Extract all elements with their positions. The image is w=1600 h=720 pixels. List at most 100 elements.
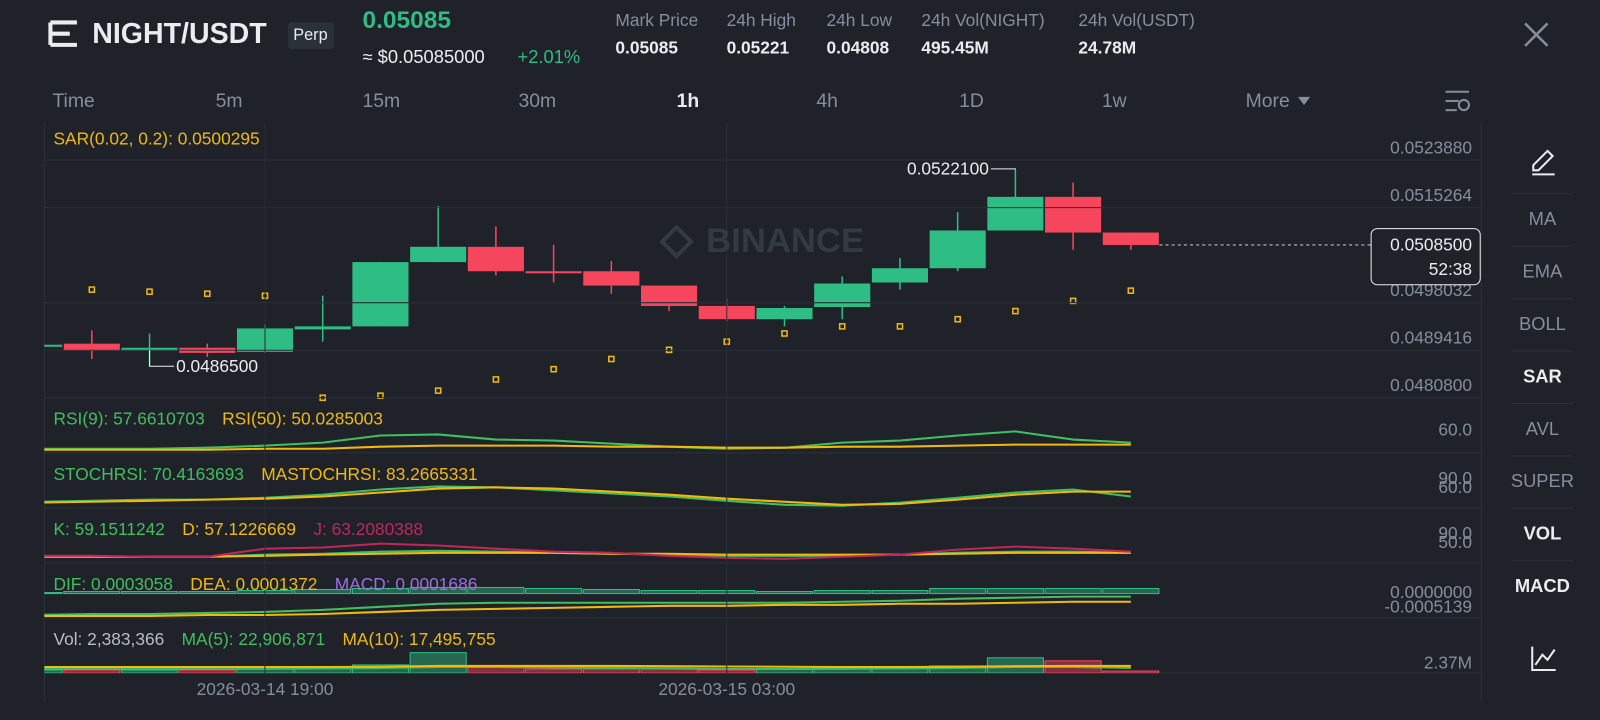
histogram-bar <box>871 590 929 595</box>
indicator-button[interactable]: SAR <box>1523 365 1562 386</box>
histogram-bar <box>640 590 698 595</box>
usd-price: ≈ $0.05085000 <box>362 46 484 67</box>
legend-entry: J: 63.2080388 <box>313 519 423 539</box>
draw-icon[interactable] <box>1532 149 1555 176</box>
indicator-button[interactable]: AVL <box>1526 418 1559 439</box>
high-label: 0.0522100 <box>907 159 989 179</box>
y-tick-label: 0.0000000 <box>1390 582 1472 602</box>
histogram-bar <box>582 668 640 674</box>
indicator-line <box>44 542 1131 560</box>
indicator-panel <box>44 430 1131 451</box>
last-price-label: 0.0508500 <box>1390 235 1472 255</box>
timeframe[interactable]: 15m <box>362 90 400 112</box>
indicator-button[interactable]: BOLL <box>1519 313 1566 334</box>
histogram-bar <box>409 586 467 595</box>
y-tick-label: -0.0005139 <box>1384 596 1472 616</box>
candle-body <box>1045 196 1102 233</box>
timeframes: Time 5m 15m 30m 1h 4h 1D 1w More <box>52 90 1311 112</box>
histogram-bar <box>467 586 525 595</box>
timeframe[interactable]: 30m <box>519 90 557 112</box>
x-tick-label: 2026-03-15 03:00 <box>658 679 795 699</box>
close-icon[interactable] <box>1524 22 1549 47</box>
sar-dot <box>1127 287 1135 294</box>
histogram-bar <box>120 669 179 674</box>
legend-entry: SAR(0.02, 0.2): 0.0500295 <box>53 128 259 148</box>
histogram-bar <box>582 588 640 595</box>
legend-entry: Vol: 2,383,366 <box>53 629 164 649</box>
indicator-line <box>44 595 1131 616</box>
sar-dot <box>838 323 846 330</box>
low-label: 0.0486500 <box>176 356 258 376</box>
candle-body <box>756 307 813 320</box>
sar-dot <box>608 355 615 363</box>
legend-entry: RSI(50): 50.0285003 <box>222 409 383 429</box>
stat-value: 0.05085 <box>615 38 678 58</box>
candle-body <box>44 344 63 347</box>
y-tick-label: 90.0 <box>1438 523 1472 543</box>
timeframe[interactable]: 4h <box>816 90 838 112</box>
stat-label: Mark Price <box>615 10 698 30</box>
settings-icon[interactable] <box>1445 90 1471 112</box>
candle-body <box>871 268 928 283</box>
histogram-bar <box>44 592 63 595</box>
stat-value: 0.04808 <box>827 38 890 58</box>
badge-bg <box>288 22 334 49</box>
indicator-panel <box>44 586 1160 618</box>
stat-label: 24h Vol(NIGHT) <box>921 10 1044 30</box>
timeframe[interactable]: Time <box>52 90 94 112</box>
menu-icon[interactable] <box>48 20 77 47</box>
timeframe[interactable]: More <box>1246 90 1290 112</box>
timeframe[interactable]: 1h <box>677 90 700 112</box>
legend-entry: MASTOCHRSI: 83.2665331 <box>261 464 477 484</box>
indicator-line <box>44 664 1131 668</box>
stat-label: 24h Low <box>827 10 893 30</box>
timeframe[interactable]: 1w <box>1102 90 1128 112</box>
last-price: 0.05085 <box>362 7 450 34</box>
y-tick-label: 60.0 <box>1438 477 1472 497</box>
high-pointer <box>990 168 1016 170</box>
candle-body <box>63 343 120 351</box>
legend-entry: MA(5): 22,906,871 <box>182 629 326 649</box>
histogram-bar <box>178 591 236 595</box>
indicator-panel <box>44 542 1131 560</box>
indicator-button[interactable]: MACD <box>1515 575 1570 596</box>
chart-type-icon[interactable] <box>1531 646 1556 672</box>
last-price-box <box>1370 228 1481 286</box>
histogram-bar <box>63 669 121 674</box>
legend-entry: DIF: 0.0003058 <box>53 574 172 594</box>
sar-dot <box>550 365 557 373</box>
sar-dot <box>88 286 96 293</box>
indicator-button[interactable]: EMA <box>1523 261 1564 282</box>
watermark-logo <box>659 224 694 260</box>
y-tick-label: 50.0 <box>1438 532 1472 552</box>
symbol[interactable]: NIGHT/USDT <box>92 18 267 50</box>
indicator-button[interactable]: SUPER <box>1511 470 1574 491</box>
candle-body <box>294 326 351 330</box>
histogram-bar <box>351 587 409 595</box>
indicator-button[interactable]: VOL <box>1524 523 1562 544</box>
histogram-bar <box>1102 670 1160 674</box>
indicator-line <box>44 600 1131 618</box>
sar-dot <box>781 330 788 337</box>
histogram-bar <box>178 669 236 674</box>
badge: Perp <box>293 26 327 44</box>
y-tick-label: 0.0489416 <box>1390 328 1472 348</box>
legend-entry: STOCHRSI: 70.4163693 <box>53 464 243 484</box>
candle-body <box>352 262 409 327</box>
histogram-bar <box>813 590 871 595</box>
timeframe[interactable]: 1D <box>959 90 984 112</box>
legend-entry: RSI(9): 57.6610703 <box>53 409 204 429</box>
histogram-bar <box>120 591 179 595</box>
indicator-line <box>44 443 1131 451</box>
timeframe[interactable]: 5m <box>216 90 243 112</box>
indicator-button[interactable]: MA <box>1529 208 1557 229</box>
histogram-bar <box>525 668 583 674</box>
histogram-bar <box>986 587 1044 595</box>
low-pointer <box>149 349 175 367</box>
histogram-bar <box>525 587 583 595</box>
plot-area <box>44 169 1160 674</box>
sar-dot <box>896 323 904 330</box>
indicator-line <box>44 665 1131 671</box>
watermark: BINANCE <box>706 222 864 260</box>
legend-entry: K: 59.1511242 <box>53 519 164 539</box>
